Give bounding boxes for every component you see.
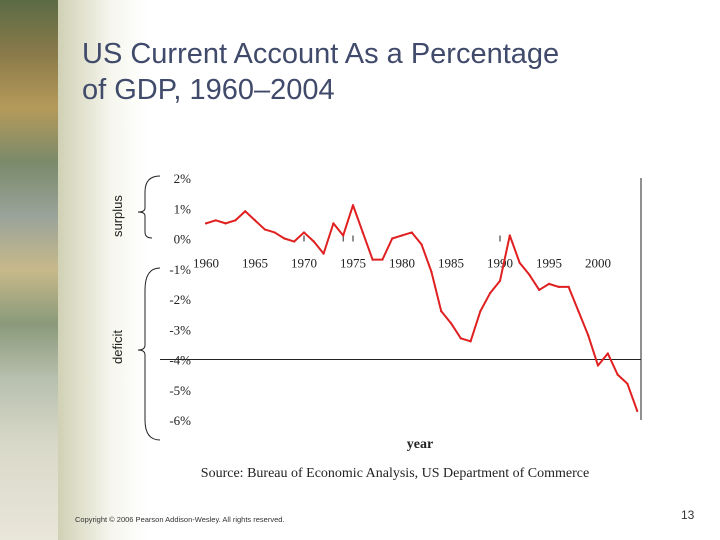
slide-title: US Current Account As a Percentage of GD… <box>82 36 682 108</box>
data-point <box>567 285 570 288</box>
data-point <box>626 382 629 385</box>
slide-title-line-2: of GDP, 1960–2004 <box>82 74 335 106</box>
data-point <box>518 261 521 264</box>
y-tick-label: 1% <box>174 201 192 216</box>
x-tick-label: 1985 <box>438 256 464 271</box>
x-tick-label: 1980 <box>389 256 415 271</box>
data-point <box>420 243 423 246</box>
data-point <box>283 237 286 240</box>
copyright-footer: Copyright © 2006 Pearson Addison-Wesley.… <box>75 515 285 524</box>
y-tick-label: -3% <box>169 322 191 337</box>
data-point <box>391 237 394 240</box>
y-tick-label: -1% <box>169 262 191 277</box>
deficit-brace <box>137 267 161 441</box>
page-number: 13 <box>681 508 695 522</box>
x-tick-label: 1990 <box>487 256 513 271</box>
data-point <box>381 258 384 261</box>
data-point <box>224 222 227 225</box>
decorative-side-fade <box>58 0 148 540</box>
data-point <box>596 364 600 367</box>
slide-title-line-1: US Current Account As a Percentage <box>82 38 560 70</box>
data-point <box>606 352 609 355</box>
data-point <box>577 310 580 313</box>
data-point <box>214 219 217 222</box>
data-point <box>440 310 443 313</box>
data-point <box>587 334 590 337</box>
data-point <box>234 219 237 222</box>
data-point <box>410 231 413 234</box>
current-account-line <box>205 204 639 412</box>
data-point <box>498 279 502 282</box>
data-point <box>273 231 276 234</box>
y-tick-label: -2% <box>169 292 191 307</box>
data-point <box>244 210 247 213</box>
x-tick-label: 1970 <box>291 256 317 271</box>
data-point <box>616 373 619 376</box>
y-tick-label: -6% <box>169 413 191 428</box>
data-point <box>459 337 462 340</box>
data-point <box>636 409 639 413</box>
data-point <box>322 252 325 255</box>
x-tick-label: 1975 <box>340 256 366 271</box>
x-tick-label: 1960 <box>193 256 219 271</box>
y-tick-label: 0% <box>174 232 192 247</box>
data-point <box>293 240 296 243</box>
data-point <box>547 282 551 285</box>
data-point <box>557 285 560 288</box>
x-tick-label: 2000 <box>585 256 611 271</box>
data-point <box>528 273 531 276</box>
data-point <box>332 222 335 225</box>
y-tick-label: 2% <box>174 171 192 186</box>
decorative-side-image <box>0 0 58 540</box>
data-point <box>204 222 208 225</box>
data-point <box>312 240 315 243</box>
data-point <box>430 270 433 273</box>
x-tick-label: 1995 <box>536 256 562 271</box>
data-point <box>489 291 492 295</box>
surplus-brace <box>137 175 161 239</box>
data-point <box>342 234 345 237</box>
data-point <box>302 231 306 234</box>
data-point <box>371 258 374 261</box>
x-axis-title: year <box>407 437 433 452</box>
data-point <box>351 204 355 207</box>
data-point <box>263 228 266 231</box>
data-point <box>253 219 257 222</box>
data-point <box>400 234 404 237</box>
y-tick-label: -5% <box>169 383 191 398</box>
data-point <box>479 310 482 313</box>
x-tick-label: 1965 <box>242 256 268 271</box>
data-point <box>361 231 364 234</box>
data-point <box>469 340 472 343</box>
data-point <box>449 322 453 325</box>
data-point <box>508 234 511 237</box>
chart-source: Source: Bureau of Economic Analysis, US … <box>201 466 589 481</box>
data-point <box>538 288 541 292</box>
